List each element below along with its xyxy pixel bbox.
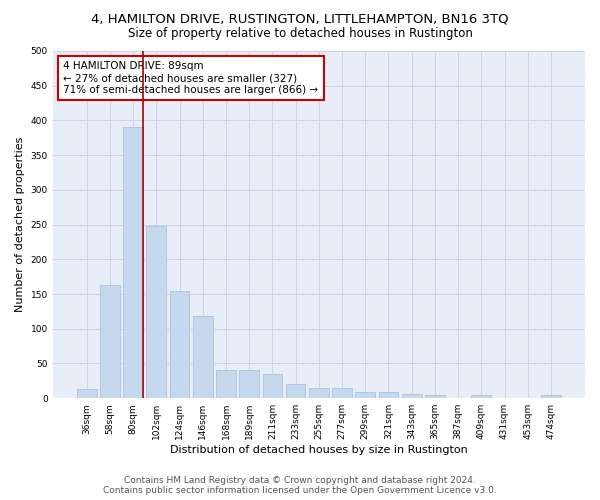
Bar [193, 316, 212, 398]
Bar [332, 388, 352, 398]
Bar [355, 392, 375, 398]
Text: 4 HAMILTON DRIVE: 89sqm
← 27% of detached houses are smaller (327)
71% of semi-d: 4 HAMILTON DRIVE: 89sqm ← 27% of detache… [64, 62, 319, 94]
Bar [170, 290, 190, 398]
Bar [77, 389, 97, 398]
Bar [239, 370, 259, 398]
Text: Contains HM Land Registry data © Crown copyright and database right 2024.
Contai: Contains HM Land Registry data © Crown c… [103, 476, 497, 495]
Bar [146, 226, 166, 398]
Bar [263, 374, 282, 398]
X-axis label: Distribution of detached houses by size in Rustington: Distribution of detached houses by size … [170, 445, 468, 455]
Bar [425, 396, 445, 398]
Bar [286, 384, 305, 398]
Bar [216, 370, 236, 398]
Text: 4, HAMILTON DRIVE, RUSTINGTON, LITTLEHAMPTON, BN16 3TQ: 4, HAMILTON DRIVE, RUSTINGTON, LITTLEHAM… [91, 12, 509, 26]
Bar [402, 394, 422, 398]
Bar [100, 285, 120, 398]
Text: Size of property relative to detached houses in Rustington: Size of property relative to detached ho… [128, 28, 472, 40]
Bar [472, 394, 491, 398]
Bar [379, 392, 398, 398]
Bar [541, 396, 561, 398]
Y-axis label: Number of detached properties: Number of detached properties [15, 137, 25, 312]
Bar [309, 388, 329, 398]
Bar [123, 128, 143, 398]
